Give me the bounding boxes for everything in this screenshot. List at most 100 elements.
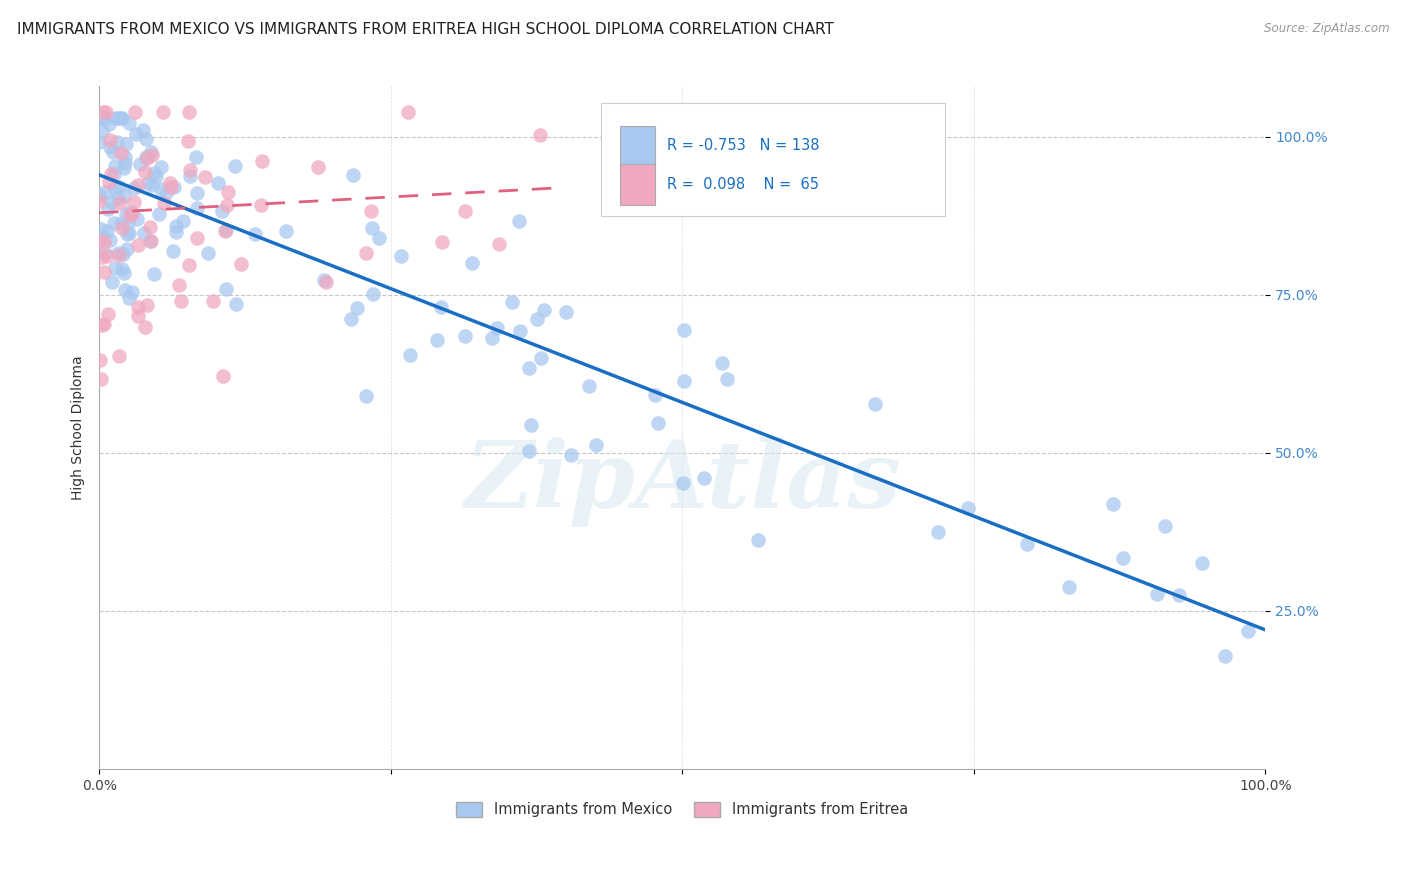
Point [363,287,385,301]
Point [212,369,235,384]
Point [97,117,120,131]
Point [101,145,124,160]
Point [215,282,238,296]
Point [94,104,117,119]
Point [90,222,112,236]
Text: IMMIGRANTS FROM MEXICO VS IMMIGRANTS FROM ERITREA HIGH SCHOOL DIPLOMA CORRELATIO: IMMIGRANTS FROM MEXICO VS IMMIGRANTS FRO… [17,22,834,37]
Point [98,233,121,247]
Point [118,291,141,305]
Point [153,196,176,211]
Point [143,166,166,180]
Point [127,237,149,252]
Point [120,208,142,222]
Point [127,309,149,323]
Point [91,251,114,265]
Point [389,250,412,264]
Point [956,501,979,516]
Point [430,300,453,314]
Point [135,150,157,164]
Point [91,104,114,119]
Point [90,124,112,138]
Point [509,324,531,338]
Point [578,379,600,393]
Point [100,167,122,181]
Point [342,168,364,182]
Point [172,213,194,227]
Point [101,194,124,209]
Point [127,178,149,193]
Point [529,351,551,366]
Point [399,348,422,362]
Point [107,111,129,125]
Point [585,438,607,452]
Text: R =  0.098    N =  65: R = 0.098 N = 65 [666,177,820,192]
Point [121,285,143,299]
Point [138,234,160,248]
Point [454,328,477,343]
Point [117,216,139,230]
Point [243,227,266,242]
Point [1168,588,1191,602]
Point [108,248,131,262]
Point [103,261,125,276]
Point [91,111,114,125]
Point [98,133,121,147]
Point [91,318,114,332]
Point [863,397,886,411]
Point [356,389,378,403]
Point [107,349,129,363]
Point [481,331,503,345]
Point [117,227,139,241]
Point [398,104,420,119]
Point [118,116,141,130]
Point [526,311,548,326]
Point [186,201,208,215]
Point [135,132,157,146]
Point [194,169,217,184]
Point [533,302,555,317]
Point [112,161,135,176]
Point [1015,537,1038,551]
Point [122,194,145,209]
Point [672,324,695,338]
Point [141,234,163,248]
Point [103,216,125,230]
Point [354,246,377,260]
Point [672,475,695,490]
Point [165,219,187,233]
Point [90,371,112,385]
Point [155,186,177,201]
Point [163,180,186,194]
Point [693,470,716,484]
Point [165,225,187,239]
Point [94,111,117,125]
Point [307,160,329,174]
Point [501,295,523,310]
Point [488,237,510,252]
Point [426,334,449,348]
Point [93,265,115,279]
Point [93,317,115,331]
Point [114,156,136,170]
Point [184,150,207,164]
Point [276,224,298,238]
Point [101,275,124,289]
Point [108,195,131,210]
Point [673,374,696,388]
Point [315,275,337,289]
Point [517,360,540,375]
Point [107,191,129,205]
Point [111,261,134,276]
Point [1191,556,1213,570]
Point [141,148,163,162]
Point [139,220,162,235]
Point [177,258,200,272]
Point [93,235,115,249]
Point [110,111,132,125]
Point [361,221,384,235]
Point [644,387,666,401]
Point [368,231,391,245]
Point [115,243,138,257]
Point [134,320,156,334]
Point [159,179,181,194]
